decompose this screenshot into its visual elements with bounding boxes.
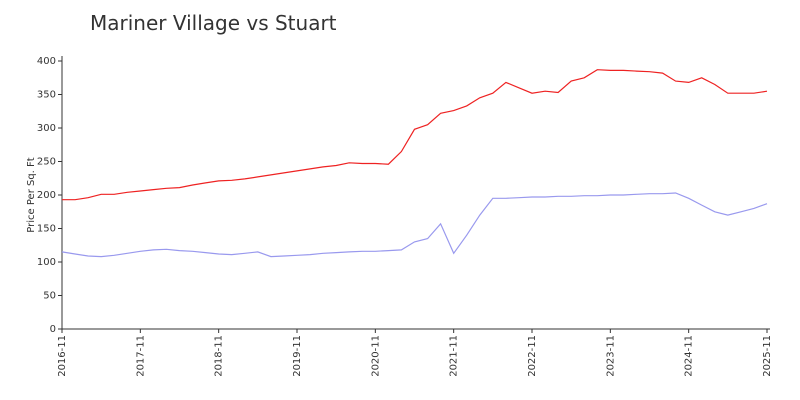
x-tick-label: 2024-11 bbox=[684, 335, 695, 377]
series-line bbox=[61, 192, 768, 258]
y-tick-label: 100 bbox=[37, 257, 56, 268]
x-tick-label: 2016-11 bbox=[57, 335, 68, 377]
series-line bbox=[62, 69, 768, 201]
y-tick-label: 250 bbox=[37, 157, 56, 168]
x-tick-label: 2021-11 bbox=[449, 335, 460, 377]
y-tick-label: 350 bbox=[37, 90, 56, 101]
y-axis-label: Price Per Sq. Ft bbox=[26, 157, 37, 232]
x-tick-label: 2018-11 bbox=[214, 335, 225, 377]
x-tick-label: 2019-11 bbox=[292, 335, 303, 377]
x-tick-label: 2023-11 bbox=[605, 335, 616, 377]
x-tick-label: 2017-11 bbox=[135, 335, 146, 377]
y-tick-label: 300 bbox=[37, 123, 56, 134]
x-tick-label: 2020-11 bbox=[370, 335, 381, 377]
x-tick-label: 2022-11 bbox=[527, 335, 538, 377]
y-tick-label: 200 bbox=[37, 190, 56, 201]
x-tick-label: 2025-11 bbox=[762, 335, 773, 377]
y-tick-label: 150 bbox=[37, 224, 56, 235]
y-tick-label: 400 bbox=[37, 56, 56, 67]
chart-title: Mariner Village vs Stuart bbox=[90, 11, 337, 35]
y-tick-label: 50 bbox=[43, 291, 56, 302]
y-tick-label: 0 bbox=[50, 324, 56, 335]
